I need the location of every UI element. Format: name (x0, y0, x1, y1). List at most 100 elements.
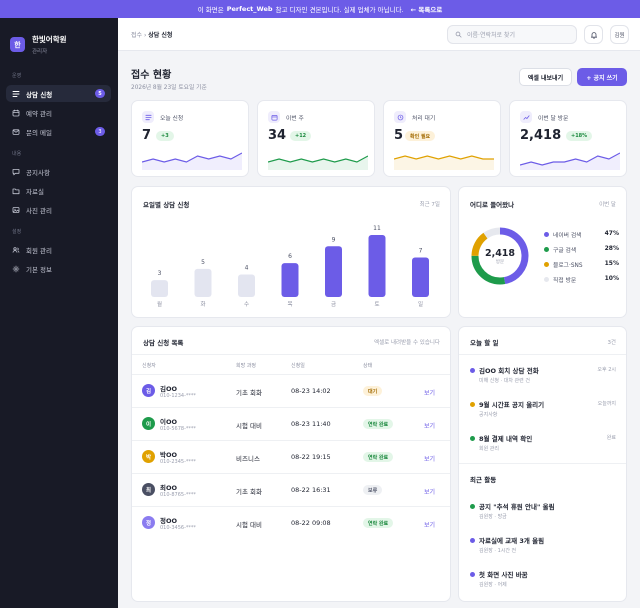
sparkline-line (394, 155, 494, 160)
notification-button[interactable] (584, 25, 603, 44)
sidebar-item-members[interactable]: 회원 관리 (6, 241, 111, 258)
activity-sub: 김원장 · 방금 (479, 514, 507, 520)
status-badge: 연락 완료 (363, 518, 394, 528)
search-input[interactable]: 이름·연락처로 찾기 (447, 25, 577, 44)
avatar: 박 (142, 450, 155, 463)
todo-title[interactable]: 김OO 회치 상담 전화 (479, 367, 539, 375)
view-link[interactable]: 보기 (424, 522, 436, 529)
list-icon (142, 111, 154, 123)
bar-value-label: 7 (419, 248, 423, 255)
applicant-name: 정OO (160, 517, 178, 525)
bar (412, 257, 429, 297)
sidebar-item-consultation[interactable]: 상담 신청 5 (6, 85, 111, 102)
stat-value: 2,418 (520, 128, 562, 143)
message-icon (12, 168, 20, 175)
todo-time: 오늘까지 (597, 401, 616, 407)
sidebar-item-archive[interactable]: 자료실 (6, 182, 111, 199)
todo-sub: 미해 신청 · 대차 관련 건 (479, 378, 530, 384)
category-label: 금 (331, 301, 336, 308)
view-link[interactable]: 보기 (424, 390, 436, 397)
date-cell: 08-22 19:15 (291, 453, 331, 461)
page-subtitle: 2026년 8월 23일 토요일 기준 (131, 85, 207, 91)
trend-icon (520, 111, 532, 123)
applicant-name: 이OO (160, 418, 178, 426)
brand[interactable]: 한 한빛어학원 관리자 (10, 34, 67, 55)
banner-text-post: 참고 디자인 견본입니다. 실제 업체가 아닙니다. (275, 6, 404, 14)
search-placeholder: 이름·연락처로 찾기 (467, 32, 515, 39)
applicant-phone: 010-1234-**** (160, 393, 196, 399)
sidebar-item-basic-info[interactable]: 기본 정보 (6, 260, 111, 277)
back-to-list-link[interactable]: ← 목록으로 (410, 6, 443, 14)
export-excel-button[interactable]: 엑셀 내보내기 (519, 68, 572, 86)
todo-title[interactable]: 8월 결제 내역 확인 (479, 435, 533, 443)
view-link[interactable]: 보기 (424, 456, 436, 463)
breadcrumb-parent[interactable]: 접수 › (131, 32, 147, 39)
stat-card-week[interactable]: 이번 주 34 +12 (257, 100, 375, 177)
view-link[interactable]: 보기 (424, 489, 436, 496)
legend-label: 네이버 검색 (553, 233, 582, 239)
bar-value-label: 11 (373, 225, 381, 232)
todo-time: 완료 (606, 435, 616, 441)
avatar: 정 (142, 516, 155, 529)
todo-sub: 회원 관리 (479, 446, 499, 452)
date-cell: 08-23 14:02 (291, 387, 331, 395)
sidebar-section-operation: 운영 (12, 73, 22, 79)
sidebar-item-label: 예약 관리 (26, 109, 52, 118)
sparkline-area (520, 153, 620, 170)
stat-card-pending[interactable]: 처리 대기 5 확인 필요 (383, 100, 501, 177)
brand-name: 한빛어학원 (32, 35, 67, 44)
sidebar: 한 한빛어학원 관리자 운영 상담 신청 5 예약 관리 문의 메일 3 내용 … (0, 18, 118, 608)
user-avatar[interactable]: 김원 (610, 25, 629, 44)
card-note: 엑셀로 내려받을 수 있습니다 (374, 340, 440, 346)
list-icon (12, 90, 20, 97)
clock-icon (394, 111, 406, 123)
bar (238, 274, 255, 297)
breadcrumb: 접수 › 상담 신청 (131, 30, 172, 39)
activity-dot (470, 572, 475, 577)
sparkline (520, 152, 620, 170)
image-icon (12, 206, 20, 213)
stat-card-visits[interactable]: 이번 달 방문 2,418 +18% (509, 100, 627, 177)
sidebar-item-reservation[interactable]: 예약 관리 (6, 104, 111, 121)
course-cell: 기초 회화 (236, 389, 262, 397)
card-range[interactable]: 이번 달 (599, 202, 616, 208)
bar-value-label: 3 (158, 270, 162, 277)
sidebar-section-content: 내용 (12, 151, 22, 157)
sidebar-item-inquiry-mail[interactable]: 문의 메일 3 (6, 123, 111, 140)
date-cell: 08-22 16:31 (291, 486, 331, 494)
write-notice-button[interactable]: + 공지 쓰기 (577, 68, 627, 86)
page-title: 접수 현황 (131, 70, 172, 81)
sidebar-item-label: 기본 정보 (26, 265, 52, 274)
course-cell: 비즈니스 (236, 455, 260, 463)
brand-role: 관리자 (32, 49, 48, 55)
todo-sub: 공지사항 (479, 412, 498, 418)
column-header: 상태 (363, 363, 373, 369)
legend-value: 15% (604, 260, 619, 267)
bar-chart: 3 월 5 화 4 수 6 목 9 금 11 토 7 일 (151, 225, 429, 308)
sparkline-area (142, 153, 242, 170)
todo-title[interactable]: 9월 시간표 공지 올리기 (479, 401, 545, 409)
todo-count: 3건 (607, 340, 616, 346)
stat-value: 7 (142, 128, 152, 143)
category-label: 목 (287, 301, 292, 308)
activity-dot (470, 538, 475, 543)
category-label: 화 (200, 301, 205, 308)
sidebar-item-photos[interactable]: 사진 관리 (6, 201, 111, 218)
card-range[interactable]: 최근 7일 (419, 202, 440, 208)
sidebar-section-settings: 설정 (12, 229, 22, 235)
sidebar-item-notice[interactable]: 공지사항 (6, 163, 111, 180)
bar-value-label: 5 (201, 259, 205, 266)
stat-card-today[interactable]: 오늘 신청 7 +3 (131, 100, 249, 177)
view-link[interactable]: 보기 (424, 423, 436, 430)
weekday-chart-card: 요일별 상담 신청 최근 7일 3 월 5 화 4 수 6 목 9 금 11 토 7 일 (131, 186, 451, 318)
activity-sub: 김원장 · 1시간 전 (479, 548, 517, 554)
bar (151, 280, 168, 297)
calendar-icon (12, 109, 20, 116)
banner-brand: Perfect_Web (226, 5, 273, 13)
activity-dot (470, 504, 475, 509)
bar-value-label: 4 (245, 264, 249, 271)
stat-chip: 확인 필요 (405, 131, 436, 141)
bar (368, 235, 386, 297)
legend-label: 블로그·SNS (553, 263, 583, 269)
sparkline-line (142, 152, 242, 163)
